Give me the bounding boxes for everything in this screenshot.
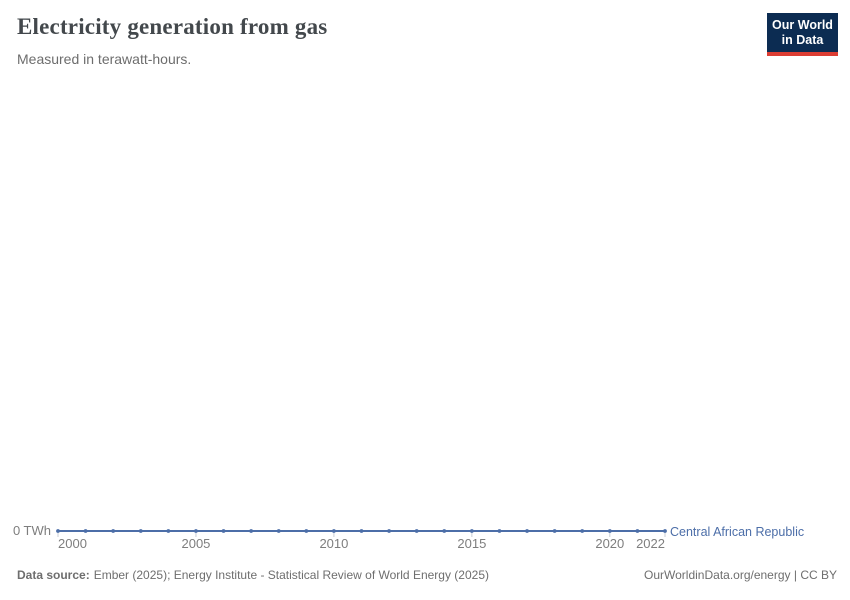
chart-subtitle: Measured in terawatt-hours. [17, 51, 192, 67]
data-point-2022[interactable] [663, 529, 667, 533]
chart-footer: Data source: Ember (2025); Energy Institu… [17, 568, 837, 583]
data-point-2015[interactable] [469, 529, 474, 533]
data-point-2016[interactable] [497, 529, 502, 533]
x-axis-label-2020: 2020 [595, 536, 625, 551]
y-axis-zero-label: 0 TWh [12, 523, 51, 538]
entity-label[interactable]: Central African Republic [670, 525, 805, 539]
data-source: Data source: Ember (2025); Energy Institu… [17, 568, 489, 583]
data-point-2002[interactable] [111, 529, 116, 533]
data-point-2021[interactable] [635, 529, 640, 533]
data-point-2014[interactable] [442, 529, 447, 533]
x-axis-label-2005: 2005 [181, 536, 211, 551]
data-point-2009[interactable] [304, 529, 309, 533]
data-point-2003[interactable] [138, 529, 143, 533]
x-axis-label-2022: 2022 [636, 536, 665, 551]
data-source-label: Data source: [17, 568, 90, 582]
data-point-2000[interactable] [56, 529, 60, 533]
owid-logo[interactable]: Our World in Data [767, 13, 838, 56]
data-point-2020[interactable] [607, 529, 612, 533]
data-point-2005[interactable] [194, 529, 198, 533]
owid-logo-line2: in Data [781, 32, 824, 47]
data-point-2019[interactable] [580, 529, 585, 533]
data-point-2007[interactable] [249, 529, 254, 533]
data-point-2006[interactable] [221, 529, 226, 533]
data-point-2010[interactable] [332, 529, 336, 533]
data-point-2001[interactable] [83, 529, 88, 533]
attribution-link[interactable]: OurWorldinData.org/energy | CC BY [644, 568, 837, 582]
data-point-2011[interactable] [359, 529, 364, 533]
x-axis-label-2000: 2000 [58, 536, 87, 551]
data-point-2018[interactable] [552, 529, 557, 533]
data-source-text: Ember (2025); Energy Institute - Statist… [93, 568, 489, 582]
data-point-2012[interactable] [387, 529, 391, 533]
data-point-2008[interactable] [276, 529, 281, 533]
data-point-2013[interactable] [414, 529, 419, 533]
chart-title: Electricity generation from gas [17, 14, 328, 39]
x-axis-label-2010: 2010 [319, 536, 349, 551]
data-point-2017[interactable] [525, 529, 529, 533]
x-axis-label-2015: 2015 [457, 536, 487, 551]
data-point-2004[interactable] [166, 529, 171, 533]
owid-logo-line1: Our World [772, 17, 833, 32]
